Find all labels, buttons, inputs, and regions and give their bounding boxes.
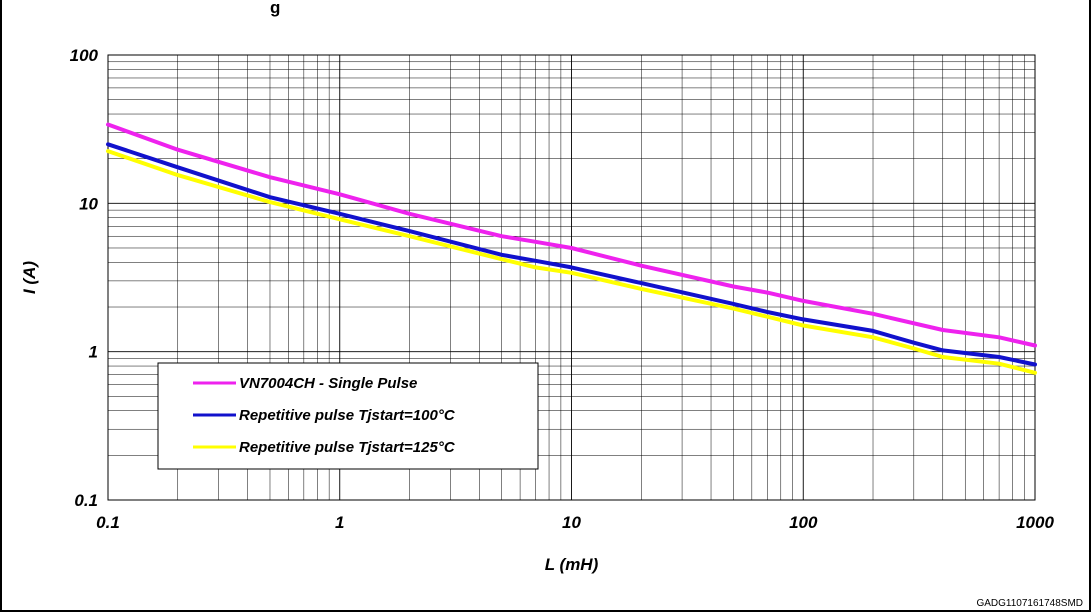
legend: VN7004CH - Single Pulse Repetitive pulse… bbox=[157, 362, 539, 470]
x-tick-label: 1000 bbox=[1016, 513, 1054, 532]
x-tick-label: 10 bbox=[562, 513, 581, 532]
x-tick-label: 100 bbox=[789, 513, 818, 532]
document-code: GADG1107161748SMD bbox=[976, 598, 1083, 609]
legend-label-tj100: Repetitive pulse Tjstart=100°C bbox=[239, 407, 456, 424]
x-tick-label: 0.1 bbox=[96, 513, 120, 532]
chart-title-fragment: g bbox=[270, 0, 280, 17]
x-tick-labels: 0.1 1 10 100 1000 bbox=[96, 513, 1054, 532]
y-tick-label: 10 bbox=[79, 194, 98, 213]
y-tick-labels: 100 10 1 0.1 bbox=[70, 46, 99, 510]
series-line-0 bbox=[106, 122, 1037, 348]
x-axis-label: L (mH) bbox=[545, 555, 599, 574]
y-axis-label: I (A) bbox=[20, 261, 39, 294]
y-tick-label: 0.1 bbox=[74, 491, 98, 510]
legend-label-tj125: Repetitive pulse Tjstart=125°C bbox=[239, 439, 456, 456]
y-tick-label: 1 bbox=[89, 343, 98, 362]
x-tick-label: 1 bbox=[335, 513, 344, 532]
y-tick-label: 100 bbox=[70, 46, 99, 65]
legend-label-single-pulse: VN7004CH - Single Pulse bbox=[239, 375, 417, 392]
series-line-1 bbox=[106, 142, 1037, 367]
plot-border bbox=[107, 54, 1036, 501]
series-layer bbox=[106, 122, 1037, 375]
series-line-2 bbox=[106, 149, 1037, 375]
